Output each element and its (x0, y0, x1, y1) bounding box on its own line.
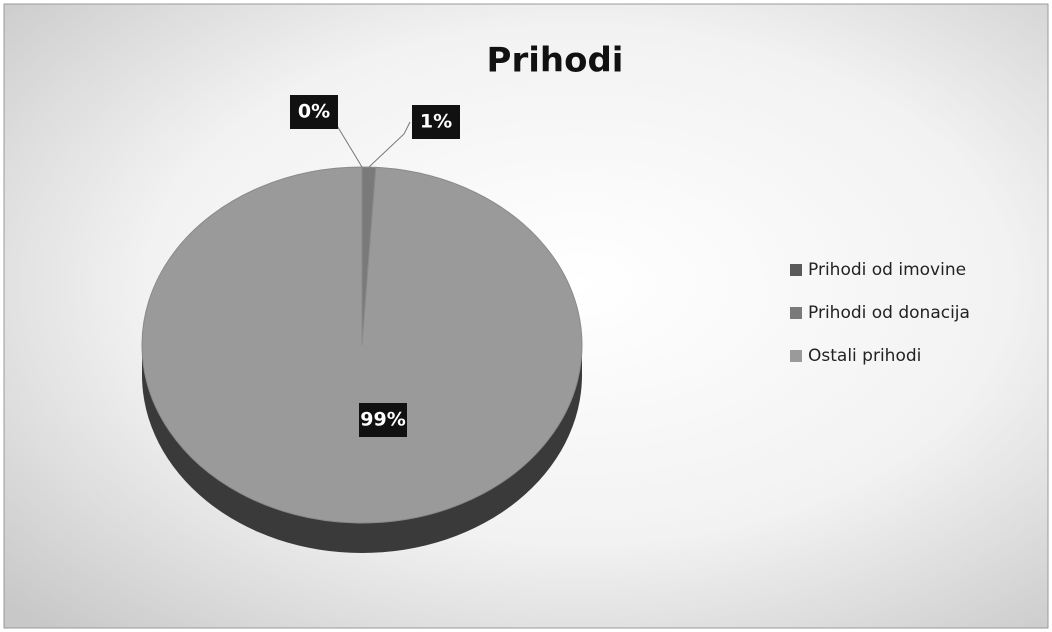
legend-marker (790, 264, 802, 276)
data-label: 1% (420, 111, 452, 133)
legend-marker (790, 307, 802, 319)
chart-title: Prihodi (487, 41, 624, 81)
data-label-box (359, 403, 407, 437)
data-label: 99% (360, 409, 405, 431)
legend-label: Ostali prihodi (808, 346, 921, 366)
data-label-box (412, 105, 460, 139)
leader-line (368, 121, 411, 168)
legend-label: Prihodi od imovine (808, 260, 966, 280)
legend-label: Prihodi od donacija (808, 303, 970, 323)
pie-slice (141, 166, 583, 524)
data-label: 0% (298, 101, 330, 123)
data-label-box (290, 95, 338, 129)
legend-marker (790, 350, 802, 362)
